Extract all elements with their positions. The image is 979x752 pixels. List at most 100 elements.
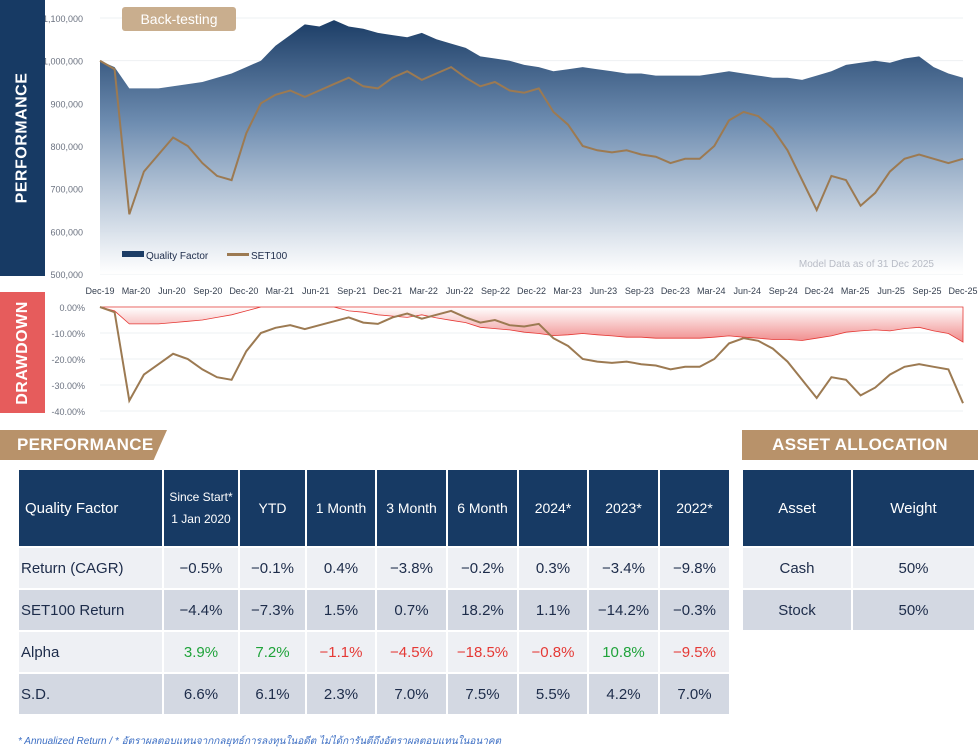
x-tick-label: Sep-24 xyxy=(769,286,798,296)
cell: −0.3% xyxy=(660,590,729,630)
y-tick-label: -20.00% xyxy=(51,355,85,365)
cell: 3.9% xyxy=(164,632,238,672)
header-2022: 2022* xyxy=(660,470,729,546)
backtesting-badge-text: Back-testing xyxy=(140,11,217,27)
row-label: S.D. xyxy=(19,674,162,714)
cell: 2.3% xyxy=(307,674,375,714)
header-weight: Weight xyxy=(853,470,974,546)
x-tick-label: Mar-24 xyxy=(697,286,726,296)
cell: −14.2% xyxy=(589,590,658,630)
drawdown-side-label: DRAWDOWN xyxy=(0,292,45,413)
y-tick-label: 1,100,000 xyxy=(45,14,83,24)
cell: −4.4% xyxy=(164,590,238,630)
cell: −9.8% xyxy=(660,548,729,588)
x-tick-label: Jun-22 xyxy=(446,286,474,296)
quality-factor-area xyxy=(100,20,963,274)
x-tick-label: Dec-25 xyxy=(948,286,977,296)
y-tick-label: 500,000 xyxy=(50,270,83,280)
legend-set100: SET100 xyxy=(251,251,288,262)
x-tick-label: Mar-25 xyxy=(841,286,870,296)
x-tick-label: Sep-22 xyxy=(481,286,510,296)
x-tick-label: Jun-24 xyxy=(733,286,761,296)
x-tick-label: Jun-20 xyxy=(158,286,186,296)
x-tick-label: Sep-21 xyxy=(337,286,366,296)
x-tick-label: Jun-23 xyxy=(590,286,618,296)
cell: 4.2% xyxy=(589,674,658,714)
cell: −3.4% xyxy=(589,548,658,588)
y-tick-label: -10.00% xyxy=(51,329,85,339)
x-tick-label: Dec-23 xyxy=(661,286,690,296)
legend-quality-factor-swatch xyxy=(122,251,144,257)
y-tick-label: 600,000 xyxy=(50,227,83,237)
x-tick-label: Jun-25 xyxy=(877,286,905,296)
table-row-alpha: Alpha 3.9% 7.2% −1.1% −4.5% −18.5% −0.8%… xyxy=(19,632,729,672)
header-1-month: 1 Month xyxy=(307,470,375,546)
performance-side-label: PERFORMANCE xyxy=(0,0,45,276)
y-tick-label: 900,000 xyxy=(50,99,83,109)
footnote: * Annualized Return / * อัตราผลตอบแทนจาก… xyxy=(18,736,502,747)
cell: 7.2% xyxy=(240,632,305,672)
cell: 1.1% xyxy=(519,590,587,630)
x-tick-label: Dec-22 xyxy=(517,286,546,296)
header-asset: Asset xyxy=(743,470,851,546)
performance-section-title: PERFORMANCE xyxy=(0,430,167,460)
cell: −0.2% xyxy=(448,548,517,588)
x-tick-label: Dec-19 xyxy=(85,286,114,296)
header-3-month: 3 Month xyxy=(377,470,446,546)
cell: 1.5% xyxy=(307,590,375,630)
x-tick-label: Sep-23 xyxy=(625,286,654,296)
cell: −7.3% xyxy=(240,590,305,630)
asset-allocation-title: ASSET ALLOCATION xyxy=(742,430,978,460)
y-tick-label: 1,000,000 xyxy=(45,57,83,67)
cell: −9.5% xyxy=(660,632,729,672)
asset-allocation-table: Asset Weight Cash 50% Stock 50% xyxy=(741,468,976,632)
y-tick-label: -40.00% xyxy=(51,407,85,417)
y-tick-label: 800,000 xyxy=(50,142,83,152)
x-tick-label: Dec-24 xyxy=(805,286,834,296)
header-since-start: Since Start* 1 Jan 2020 xyxy=(164,470,238,546)
cell: −0.1% xyxy=(240,548,305,588)
cell: 18.2% xyxy=(448,590,517,630)
table-row-set100: SET100 Return −4.4% −7.3% 1.5% 0.7% 18.2… xyxy=(19,590,729,630)
y-tick-label: -30.00% xyxy=(51,381,85,391)
cell: −3.8% xyxy=(377,548,446,588)
table-row-stock: Stock 50% xyxy=(743,590,974,630)
x-tick-label: Dec-21 xyxy=(373,286,402,296)
drawdown-chart: 0.00% -10.00% -20.00% -30.00% -40.00% xyxy=(51,303,964,417)
header-quality-factor: Quality Factor xyxy=(19,470,162,546)
cell: 6.6% xyxy=(164,674,238,714)
asset-name: Stock xyxy=(743,590,851,630)
x-tick-label: Mar-20 xyxy=(122,286,151,296)
header-ytd: YTD xyxy=(240,470,305,546)
cell: −4.5% xyxy=(377,632,446,672)
cell: 6.1% xyxy=(240,674,305,714)
cell: 5.5% xyxy=(519,674,587,714)
x-tick-label: Sep-25 xyxy=(913,286,942,296)
header-6-month: 6 Month xyxy=(448,470,517,546)
x-tick-label: Jun-21 xyxy=(302,286,330,296)
row-label: SET100 Return xyxy=(19,590,162,630)
y-tick-label: 0.00% xyxy=(59,303,85,313)
x-tick-label: Mar-21 xyxy=(266,286,295,296)
legend-set100-swatch xyxy=(227,253,249,256)
cell: 7.5% xyxy=(448,674,517,714)
table-row-return: Return (CAGR) −0.5% −0.1% 0.4% −3.8% −0.… xyxy=(19,548,729,588)
model-data-note: Model Data as of 31 Dec 2025 xyxy=(799,259,935,270)
performance-chart: 1,100,000 1,000,000 900,000 800,000 700,000 6… xyxy=(45,7,978,296)
cell: 0.3% xyxy=(519,548,587,588)
row-label: Alpha xyxy=(19,632,162,672)
y-tick-label: 700,000 xyxy=(50,185,83,195)
table-row-cash: Cash 50% xyxy=(743,548,974,588)
x-tick-label: Mar-23 xyxy=(553,286,582,296)
asset-weight: 50% xyxy=(853,548,974,588)
x-tick-label: Sep-20 xyxy=(193,286,222,296)
cell: 10.8% xyxy=(589,632,658,672)
row-label: Return (CAGR) xyxy=(19,548,162,588)
legend-quality-factor: Quality Factor xyxy=(146,251,209,262)
cell: 0.7% xyxy=(377,590,446,630)
cell: −0.5% xyxy=(164,548,238,588)
cell: 7.0% xyxy=(660,674,729,714)
cell: 0.4% xyxy=(307,548,375,588)
x-tick-label: Dec-20 xyxy=(229,286,258,296)
cell: −1.1% xyxy=(307,632,375,672)
